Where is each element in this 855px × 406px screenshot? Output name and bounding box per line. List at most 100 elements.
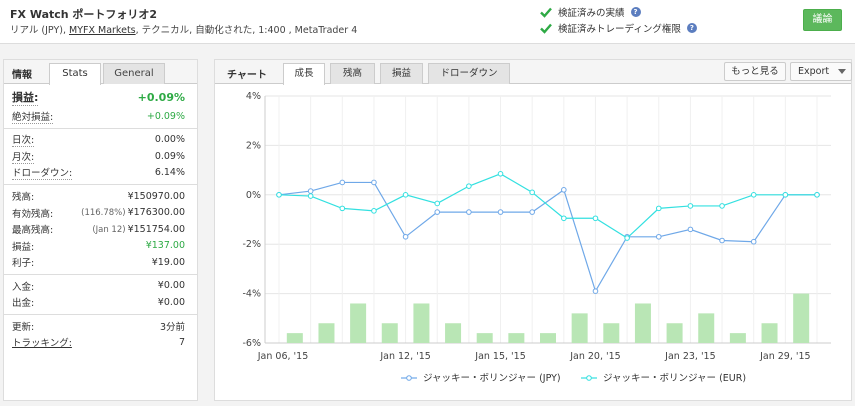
daily-label: 日次:	[12, 132, 35, 148]
deposits-value: ¥0.00	[157, 280, 185, 292]
y-tick-label: 0%	[246, 190, 261, 201]
volume-bar	[540, 333, 556, 343]
volume-bar	[666, 323, 683, 343]
data-point	[561, 187, 567, 193]
tab-growth[interactable]: 成長	[283, 63, 325, 85]
balance-label: 残高:	[12, 192, 35, 204]
tab-drawdown[interactable]: ドローダウン	[428, 63, 510, 84]
withdrawals-label: 出金:	[12, 298, 35, 310]
data-point	[750, 238, 757, 245]
legend-label: ジャッキー・ボリンジャー (EUR)	[603, 373, 746, 384]
export-dropdown[interactable]: Export	[790, 62, 852, 81]
withdrawals-value: ¥0.00	[157, 296, 185, 308]
data-point	[276, 192, 282, 198]
interest-value: ¥19.00	[151, 256, 185, 268]
data-point	[307, 193, 314, 199]
profit-row: 損益: ¥137.00	[12, 238, 185, 255]
volume-bar	[286, 333, 303, 343]
profit-value: ¥137.00	[145, 240, 185, 252]
data-point	[592, 288, 599, 294]
volume-bar	[381, 323, 398, 343]
volume-bar	[413, 303, 430, 343]
help-icon[interactable]: ?	[686, 23, 697, 33]
chart-heading: チャート	[227, 70, 267, 81]
data-point	[402, 192, 409, 198]
volume-bar	[476, 333, 493, 343]
divider	[4, 313, 197, 315]
abs-gain-row: 絶対損益: +0.09%	[12, 108, 185, 125]
chart-tabs: チャート 成長 残高 損益 ドローダウン もっと見る Export	[215, 60, 852, 85]
series-line-jpy	[278, 181, 817, 293]
equity-note: (116.78%)	[81, 208, 126, 219]
highest-row: 最高残高: (Jan 12) ¥151754.00	[12, 221, 185, 238]
y-tick-label: -4%	[243, 289, 262, 300]
help-icon[interactable]: ?	[630, 7, 641, 17]
discuss-button[interactable]: 議論	[803, 9, 842, 31]
volume-bar	[761, 323, 778, 343]
volume-bar	[318, 323, 335, 343]
gain-label: 損益:	[12, 91, 39, 106]
y-tick-label: 4%	[246, 91, 261, 102]
withdrawals-row: 出金: ¥0.00	[12, 294, 185, 311]
monthly-row: 月次: 0.09%	[12, 148, 185, 165]
growth-chart: 4% 2% 0% -2% -4% -6% Jan 06, '15 Jan 12, '15 Jan…	[243, 91, 831, 384]
daily-value: 0.00%	[154, 134, 185, 146]
monthly-label: 月次:	[12, 149, 35, 164]
more-button[interactable]: もっと見る	[724, 62, 786, 81]
volume-bar	[698, 313, 715, 343]
data-point	[466, 183, 472, 189]
verified-trading-privileges-label: 検証済みトレーディング権限	[558, 24, 681, 35]
y-tick-label: 2%	[246, 140, 261, 151]
drawdown-value: 6.14%	[154, 167, 185, 179]
tracking-link[interactable]: トラッキング:	[12, 338, 72, 350]
verified-trading-privileges: 検証済みトレーディング権限 ?	[540, 20, 697, 36]
info-heading: 情報	[12, 70, 32, 81]
portfolio-header: FX Watch ポートフォリオ2 リアル (JPY), MYFX Market…	[0, 0, 855, 44]
updated-value: 3分前	[159, 321, 185, 333]
monthly-value: 0.09%	[154, 150, 185, 162]
volume-bar	[729, 333, 746, 343]
daily-row: 日次: 0.00%	[12, 132, 185, 149]
info-panel: 情報 Stats General 損益: +0.09% 絶対損益: +0.09%…	[3, 59, 198, 401]
balance-row: 残高: ¥150970.00	[12, 188, 185, 205]
data-point	[655, 205, 662, 212]
info-tabs: 情報 Stats General	[4, 60, 197, 85]
highest-label: 最高残高:	[12, 225, 54, 237]
tracking-row: トラッキング: 7	[12, 334, 185, 351]
data-point	[719, 237, 725, 244]
y-tick-label: -6%	[243, 338, 262, 349]
data-point	[434, 209, 441, 215]
data-point	[655, 233, 662, 240]
data-point	[339, 179, 346, 186]
gain-value: +0.09%	[137, 91, 185, 104]
stats-list: 損益: +0.09% 絶対損益: +0.09% 日次: 0.00% 月次: 0.…	[4, 87, 197, 351]
broker-link[interactable]: MYFX Markets	[69, 25, 136, 36]
data-point	[687, 226, 694, 233]
data-point	[434, 200, 441, 207]
tab-balance[interactable]: 残高	[330, 63, 375, 84]
highest-value: ¥151754.00	[127, 223, 185, 235]
verified-track-record-label: 検証済みの実績	[558, 8, 625, 19]
x-tick-label: Jan 23, '15	[664, 351, 716, 362]
tab-stats[interactable]: Stats	[49, 63, 101, 85]
drawdown-label: ドローダウン:	[12, 165, 73, 181]
data-point	[782, 192, 789, 198]
x-tick-label: Jan 20, '15	[569, 351, 621, 362]
legend-label: ジャッキー・ボリンジャー (JPY)	[423, 373, 561, 384]
data-point	[719, 203, 725, 209]
legend-marker	[586, 375, 592, 381]
verification-list: 検証済みの実績 ? 検証済みトレーディング権限 ?	[540, 4, 697, 36]
updated-label: 更新:	[12, 321, 35, 333]
drawdown-row: ドローダウン: 6.14%	[12, 165, 185, 182]
tab-general[interactable]: General	[103, 63, 165, 84]
export-label: Export	[798, 66, 830, 77]
interest-row: 利子: ¥19.00	[12, 254, 185, 271]
data-point	[814, 192, 820, 198]
volume-bar	[445, 323, 462, 343]
tab-profit[interactable]: 損益	[380, 63, 423, 84]
interest-label: 利子:	[12, 258, 35, 270]
data-point	[371, 179, 377, 186]
x-tick-label: Jan 29, '15	[759, 351, 811, 362]
y-tick-label: -2%	[243, 239, 262, 250]
volume-bar	[603, 323, 620, 343]
